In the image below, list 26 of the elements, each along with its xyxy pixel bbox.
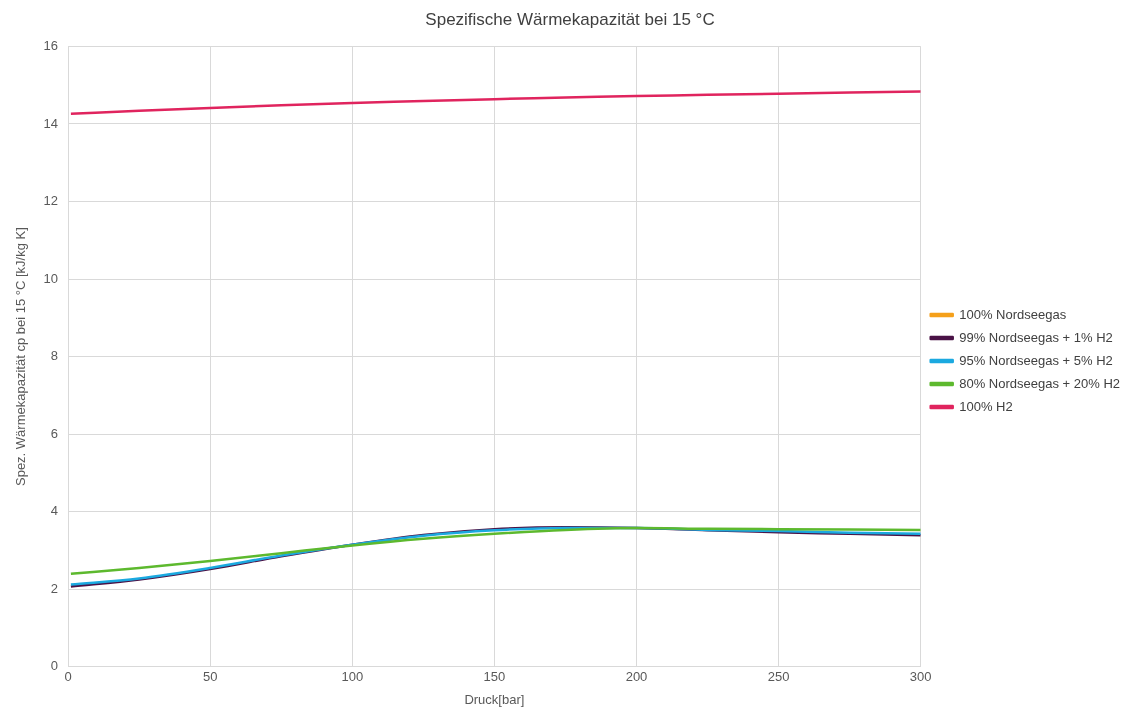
legend-label: 95% Nordseegas + 5% H2 (959, 352, 1113, 368)
legend-label: 100% H2 (959, 398, 1013, 414)
y-tick-label: 4 (50, 503, 59, 519)
x-tick-label: 100 (341, 669, 364, 685)
y-tick-label: 12 (43, 193, 59, 209)
legend-label: 80% Nordseegas + 20% H2 (959, 375, 1120, 391)
y-tick-label: 10 (43, 270, 59, 286)
y-tick-label: 2 (50, 580, 59, 596)
x-tick-label: 250 (767, 669, 790, 685)
x-tick-label: 0 (64, 669, 72, 685)
y-tick-label: 0 (50, 658, 59, 674)
x-axis-title: Druck[bar] (464, 691, 525, 707)
y-tick-label: 16 (43, 37, 59, 53)
y-tick-label: 8 (50, 348, 59, 364)
legend-label: 100% Nordseegas (959, 306, 1067, 322)
line-series (69, 526, 921, 575)
x-tick-label: 300 (909, 669, 932, 685)
x-tick-label: 50 (202, 669, 218, 685)
y-tick-label: 6 (50, 425, 59, 441)
y-tick-label: 14 (43, 115, 59, 131)
y-axis-title: Spez. Wärmekapazität cp bei 15 °C [kJ/kg K] (13, 227, 29, 487)
chart-title: Spezifische Wärmekapazität bei 15 °C (425, 9, 715, 29)
x-tick-label: 150 (483, 669, 506, 685)
line-series (69, 90, 921, 116)
legend-label: 99% Nordseegas + 1% H2 (959, 329, 1113, 345)
x-tick-label: 200 (625, 669, 648, 685)
